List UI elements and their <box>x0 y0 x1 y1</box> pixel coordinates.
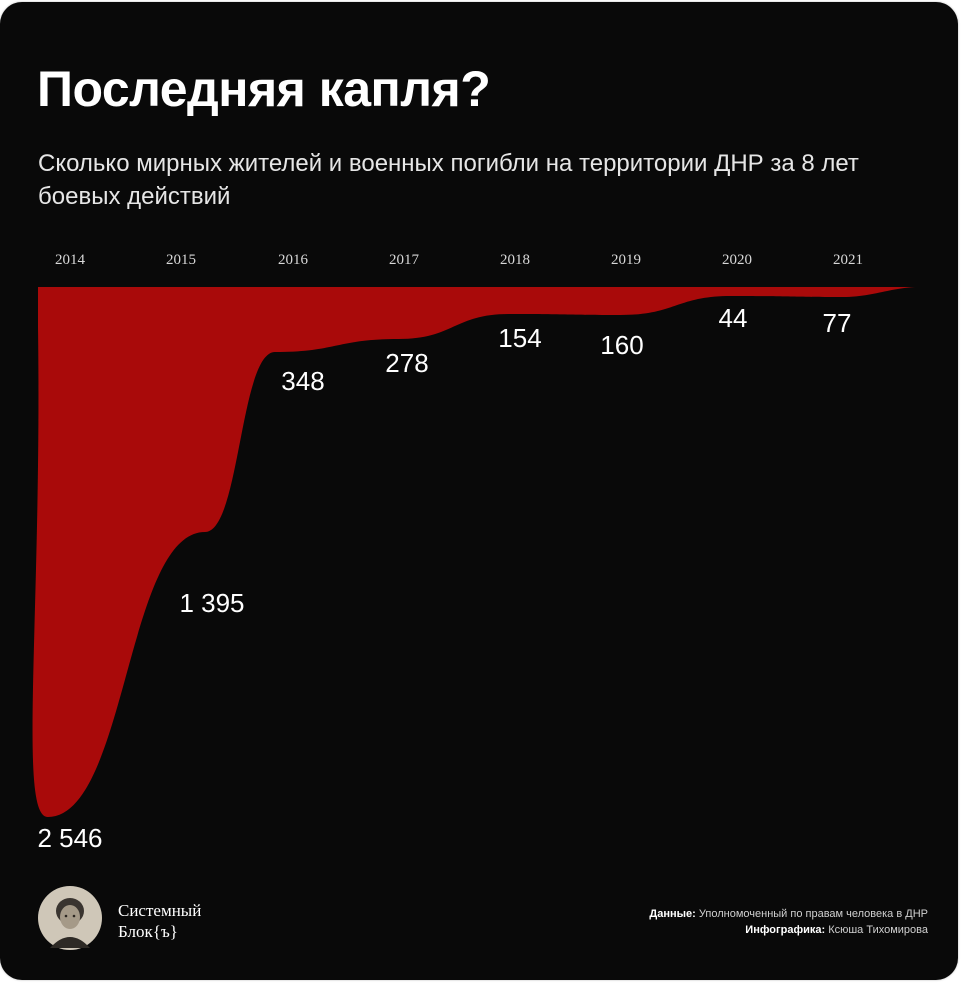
x-tick-label: 2016 <box>278 252 309 268</box>
x-tick-label: 2015 <box>166 252 196 268</box>
data-source: Данные: Уполномоченный по правам человек… <box>649 906 928 922</box>
portrait-avatar-icon <box>38 886 102 950</box>
data-label: 160 <box>600 330 643 360</box>
x-tick-label: 2019 <box>611 252 641 268</box>
brand-name: Системный Блок{ъ} <box>118 900 201 942</box>
x-tick-label: 2021 <box>833 252 863 268</box>
data-label: 77 <box>823 308 852 338</box>
area-chart: 2014 2015 2016 2017 2018 2019 2020 2021 2 546 1 3… <box>32 252 915 853</box>
x-tick-label: 2020 <box>722 252 752 268</box>
data-source-value: Уполномоченный по правам человека в ДНР <box>698 908 928 920</box>
data-label: 2 546 <box>37 823 102 853</box>
data-label: 278 <box>385 348 428 378</box>
author-label: Инфографика: <box>745 924 826 936</box>
data-source-label: Данные: <box>649 908 696 920</box>
x-tick-label: 2014 <box>55 252 86 268</box>
author-value: Ксюша Тихомирова <box>828 924 928 936</box>
data-label: 1 395 <box>179 588 244 618</box>
brand-line-1: Системный <box>118 901 202 920</box>
x-tick-label: 2018 <box>500 252 530 268</box>
data-label: 154 <box>498 323 541 353</box>
chart-title: Последняя капля? <box>37 61 491 117</box>
brand-line-2: Блок{ъ} <box>118 922 178 941</box>
x-tick-label: 2017 <box>389 252 420 268</box>
chart-subtitle: Сколько мирных жителей и военных погибли… <box>38 150 859 210</box>
credits: Данные: Уполномоченный по правам человек… <box>649 906 928 938</box>
data-label: 348 <box>281 366 324 396</box>
author: Инфографика: Ксюша Тихомирова <box>649 922 928 938</box>
area-series <box>32 287 915 817</box>
data-label: 44 <box>719 303 748 333</box>
